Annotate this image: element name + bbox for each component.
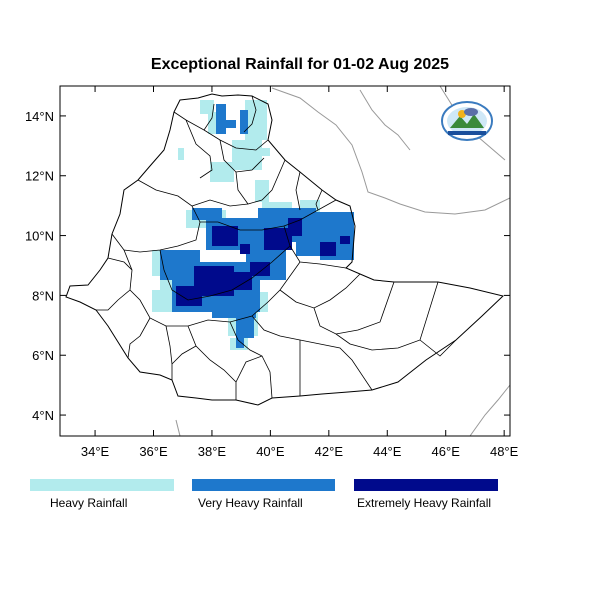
legend-label-extremely-heavy: Extremely Heavy Rainfall bbox=[357, 496, 492, 510]
legend-swatch-extremely-heavy bbox=[354, 479, 498, 491]
lat-tick-label: 10°N bbox=[25, 229, 54, 244]
longitude-axis: 34°E 36°E 38°E 40°E 42°E 44°E 46°E 48°E bbox=[81, 86, 519, 459]
map-title: Exceptional Rainfall for 01-02 Aug 2025 bbox=[150, 56, 450, 73]
legend-label-heavy: Heavy Rainfall bbox=[50, 496, 128, 510]
rainfall-areas bbox=[152, 100, 354, 350]
legend-label-very-heavy: Very Heavy Rainfall bbox=[198, 496, 303, 510]
lon-tick-label: 36°E bbox=[139, 444, 168, 459]
lat-tick-label: 4°N bbox=[32, 408, 54, 423]
lon-tick-label: 44°E bbox=[373, 444, 402, 459]
lat-tick-label: 6°N bbox=[32, 348, 54, 363]
country-outline bbox=[65, 93, 505, 406]
admin-boundaries bbox=[65, 93, 505, 406]
latitude-axis: 14°N 12°N 10°N 8°N 6°N 4°N bbox=[25, 109, 510, 423]
lat-tick-label: 14°N bbox=[25, 109, 54, 124]
legend-swatch-very-heavy bbox=[192, 479, 335, 491]
lon-tick-label: 46°E bbox=[432, 444, 461, 459]
lon-tick-label: 38°E bbox=[198, 444, 227, 459]
meteorology-institute-logo-icon bbox=[441, 101, 493, 141]
lon-tick-label: 48°E bbox=[490, 444, 519, 459]
lon-tick-label: 40°E bbox=[256, 444, 285, 459]
lon-tick-label: 42°E bbox=[315, 444, 344, 459]
plot-frame bbox=[59, 85, 511, 437]
lat-tick-label: 12°N bbox=[25, 169, 54, 184]
lon-tick-label: 34°E bbox=[81, 444, 110, 459]
lat-tick-label: 8°N bbox=[32, 288, 54, 303]
legend-swatch-heavy bbox=[30, 479, 174, 491]
extremely-heavy-rainfall-area bbox=[176, 218, 350, 306]
